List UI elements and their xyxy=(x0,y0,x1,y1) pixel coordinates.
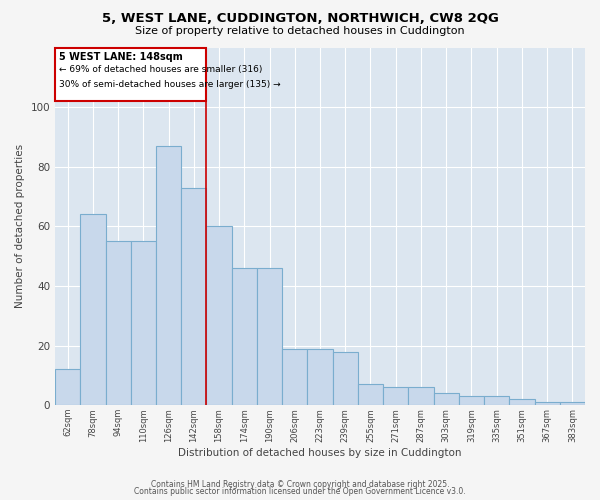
Bar xyxy=(232,268,257,405)
Bar xyxy=(282,348,307,405)
Bar xyxy=(80,214,106,405)
Bar xyxy=(131,241,156,405)
Bar xyxy=(535,402,560,405)
Text: Contains HM Land Registry data © Crown copyright and database right 2025.: Contains HM Land Registry data © Crown c… xyxy=(151,480,449,489)
Bar xyxy=(206,226,232,405)
Text: ← 69% of detached houses are smaller (316): ← 69% of detached houses are smaller (31… xyxy=(59,66,262,74)
Bar xyxy=(560,402,585,405)
Bar xyxy=(434,393,459,405)
Bar xyxy=(156,146,181,405)
Text: 30% of semi-detached houses are larger (135) →: 30% of semi-detached houses are larger (… xyxy=(59,80,280,90)
Bar xyxy=(484,396,509,405)
Bar xyxy=(509,399,535,405)
Bar xyxy=(106,241,131,405)
Text: 5, WEST LANE, CUDDINGTON, NORTHWICH, CW8 2QG: 5, WEST LANE, CUDDINGTON, NORTHWICH, CW8… xyxy=(101,12,499,26)
Bar xyxy=(459,396,484,405)
Text: Contains public sector information licensed under the Open Government Licence v3: Contains public sector information licen… xyxy=(134,488,466,496)
Bar xyxy=(332,352,358,405)
Bar xyxy=(257,268,282,405)
Bar xyxy=(55,370,80,405)
Bar xyxy=(181,188,206,405)
Bar xyxy=(383,388,409,405)
FancyBboxPatch shape xyxy=(55,48,206,101)
Bar xyxy=(358,384,383,405)
Bar xyxy=(409,388,434,405)
Bar xyxy=(307,348,332,405)
Text: Size of property relative to detached houses in Cuddington: Size of property relative to detached ho… xyxy=(135,26,465,36)
Y-axis label: Number of detached properties: Number of detached properties xyxy=(15,144,25,308)
X-axis label: Distribution of detached houses by size in Cuddington: Distribution of detached houses by size … xyxy=(178,448,462,458)
Text: 5 WEST LANE: 148sqm: 5 WEST LANE: 148sqm xyxy=(59,52,182,62)
